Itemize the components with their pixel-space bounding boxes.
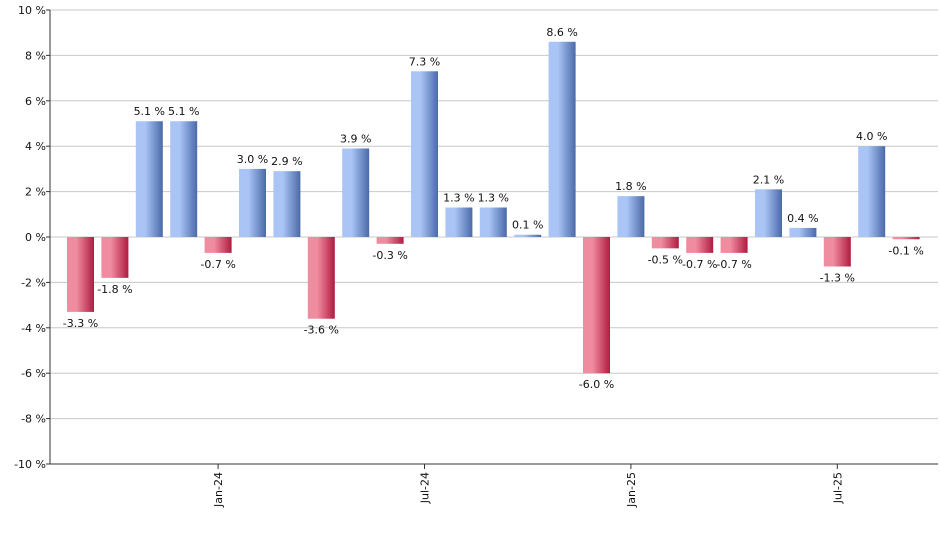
bar-value-label: 8.6 %: [546, 26, 577, 39]
bar: [858, 146, 886, 237]
bar-value-label: 1.8 %: [615, 180, 646, 193]
bar-value-label: 7.3 %: [409, 55, 440, 68]
bar: [617, 196, 645, 237]
bar-value-label: -3.3 %: [63, 317, 98, 330]
bar-value-label: -0.7 %: [682, 258, 717, 271]
bar: [135, 121, 163, 237]
bar: [583, 237, 610, 374]
bar: [651, 237, 679, 249]
y-tick-label: 4 %: [25, 140, 46, 153]
bar: [273, 171, 301, 237]
y-tick-label: -8 %: [21, 413, 46, 426]
y-tick-label: -10 %: [14, 458, 46, 471]
bar: [101, 237, 129, 278]
bar: [342, 148, 370, 237]
bar: [204, 237, 232, 253]
bar: [789, 227, 817, 237]
bar: [755, 189, 782, 237]
bar-value-label: -3.6 %: [304, 324, 339, 337]
bar: [411, 71, 438, 237]
y-tick-label: 8 %: [25, 49, 46, 62]
bar-value-label: 5.1 %: [134, 105, 165, 118]
bar: [307, 237, 335, 319]
bar-value-label: -6.0 %: [579, 378, 614, 391]
bar-value-label: 2.9 %: [271, 155, 302, 168]
bar: [479, 207, 507, 237]
bar: [170, 121, 198, 237]
bar: [892, 237, 920, 240]
bar-value-label: -0.3 %: [372, 249, 407, 262]
bar-value-label: 0.1 %: [512, 219, 543, 232]
y-tick-label: 0 %: [25, 231, 46, 244]
bar-value-label: -0.5 %: [648, 253, 683, 266]
bar-value-label: 3.9 %: [340, 132, 371, 145]
bar: [548, 41, 576, 237]
x-tick-label: Jan-25: [625, 472, 638, 508]
bar: [445, 207, 473, 237]
y-tick-label: 10 %: [18, 4, 46, 17]
y-tick-label: 6 %: [25, 95, 46, 108]
bar-value-label: -0.7 %: [716, 258, 751, 271]
bar: [686, 237, 714, 253]
bar-value-label: 0.4 %: [787, 212, 818, 225]
bar-value-label: 1.3 %: [478, 191, 509, 204]
y-tick-label: -4 %: [21, 322, 46, 335]
bar-value-label: 1.3 %: [443, 191, 474, 204]
bar: [823, 237, 851, 267]
bar-value-label: 3.0 %: [237, 153, 268, 166]
bar: [514, 234, 542, 237]
bar-value-label: 2.1 %: [753, 173, 784, 186]
bar-value-label: -0.1 %: [888, 244, 923, 257]
bar: [376, 237, 404, 244]
bar-value-label: -0.7 %: [200, 258, 235, 271]
x-tick-label: Jan-24: [212, 472, 225, 508]
x-tick-label: Jul-24: [419, 472, 432, 504]
x-tick-label: Jul-25: [831, 472, 844, 504]
bar: [239, 168, 266, 237]
y-tick-label: -2 %: [21, 276, 46, 289]
bar-value-label: 5.1 %: [168, 105, 199, 118]
bar-value-label: 4.0 %: [856, 130, 887, 143]
bar: [67, 237, 94, 312]
bar-value-label: -1.3 %: [820, 272, 855, 285]
y-tick-label: -6 %: [21, 367, 46, 380]
bar: [720, 237, 748, 253]
bar-value-label: -1.8 %: [97, 283, 132, 296]
y-tick-label: 2 %: [25, 186, 46, 199]
